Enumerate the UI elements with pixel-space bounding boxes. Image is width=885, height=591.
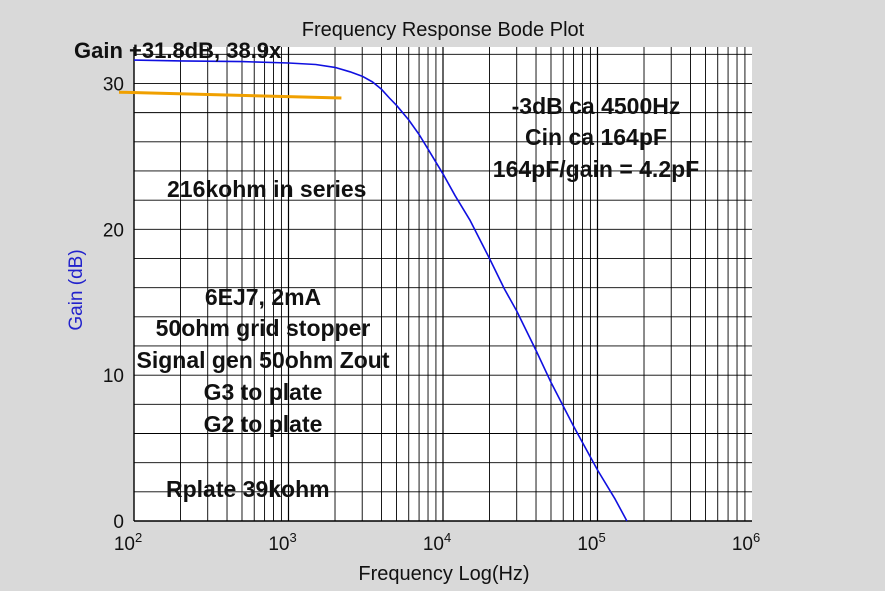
x-tick-label: 104 <box>423 530 451 555</box>
annotation-series-resistor: 216kohm in series <box>167 176 367 202</box>
annotation-cin-gain: 164pF/gain = 4.2pF <box>492 156 700 182</box>
y-tick-label: 0 <box>113 512 124 533</box>
y-tick-label: 10 <box>103 366 124 387</box>
annotation-g3: G3 to plate <box>203 379 323 405</box>
gain-curve <box>133 59 628 522</box>
x-tick-label: 103 <box>268 530 296 555</box>
annotation-cin: Cin ca 164pF <box>525 124 667 150</box>
annotation-rplate: Rplate 39kohm <box>166 476 330 502</box>
annotation-tube: 6EJ7, 2mA <box>204 284 322 310</box>
x-tick-label: 105 <box>577 530 605 555</box>
y-tick-label: 30 <box>103 74 124 95</box>
annotation-grid-stopper: 50ohm grid stopper <box>155 315 371 341</box>
x-tick-label: 102 <box>114 530 142 555</box>
annotation-gain: Gain +31.8dB, 38.9x <box>74 38 282 63</box>
minus-3db-line <box>118 90 342 100</box>
y-axis-label: Gain (dB) <box>66 249 87 330</box>
annotation-g2: G2 to plate <box>203 411 323 437</box>
chart-title: Frequency Response Bode Plot <box>302 19 585 41</box>
x-axis-label: Frequency Log(Hz) <box>358 563 529 585</box>
annotation-3db: -3dB ca 4500Hz <box>511 93 681 119</box>
y-tick-label: 20 <box>103 220 124 241</box>
x-tick-label: 106 <box>732 530 760 555</box>
annotation-signal-gen: Signal gen 50ohm Zout <box>136 347 390 373</box>
